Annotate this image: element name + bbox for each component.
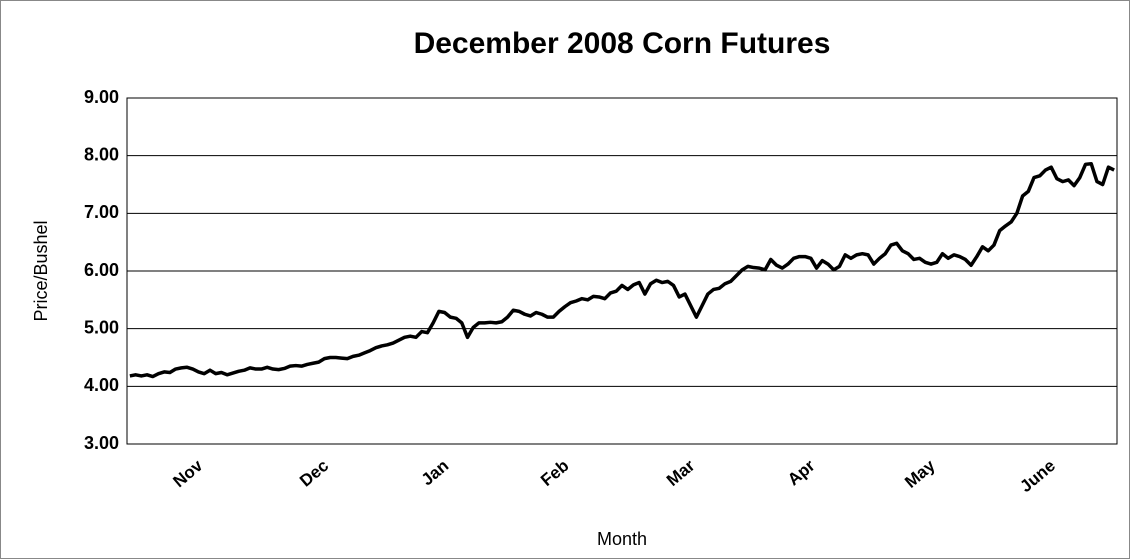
y-tick-label: 4.00	[84, 375, 119, 395]
y-tick-label: 5.00	[84, 317, 119, 337]
y-tick-label: 9.00	[84, 87, 119, 107]
chart-title: December 2008 Corn Futures	[414, 27, 831, 60]
y-tick-label: 8.00	[84, 144, 119, 164]
y-axis-label: Price/Bushel	[31, 220, 51, 321]
y-tick-label: 3.00	[84, 433, 119, 453]
y-tick-label: 7.00	[84, 202, 119, 222]
plot-border	[126, 97, 1118, 445]
x-axis-label: Month	[597, 529, 647, 549]
price-line	[129, 161, 1115, 379]
y-tick-label: 6.00	[84, 260, 119, 280]
